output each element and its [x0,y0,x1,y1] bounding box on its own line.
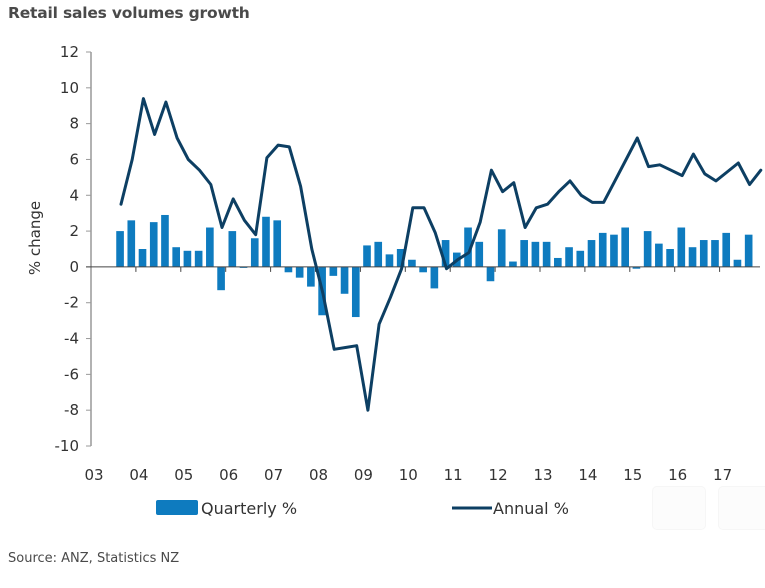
quarterly-bar [183,250,192,267]
y-tick-label: 6 [69,150,79,168]
quarterly-bar [711,240,719,267]
quarterly-bar [542,241,551,267]
quarterly-bar [699,240,708,267]
legend: Quarterly % Annual % [156,499,569,518]
quarterly-bar [722,232,731,267]
quarterly-bar [430,266,439,289]
y-tick-label: -10 [55,437,80,455]
quarterly-bar [531,241,540,267]
y-tick-label: 2 [69,222,79,240]
quarterly-bar [598,232,607,267]
x-tick-label: 03 [84,466,103,484]
quarterly-bar [351,266,360,318]
quarterly-bar [329,266,338,276]
x-tick-label: 15 [623,466,642,484]
chart-title: Retail sales volumes growth [8,4,250,22]
quarterly-bar [206,227,214,267]
y-tick-label: 10 [60,79,79,97]
quarterly-bar [149,222,158,267]
x-tick-label: 07 [264,466,283,484]
legend-quarterly-swatch [156,500,198,515]
x-tick-label: 14 [578,466,597,484]
quarterly-bar [116,231,124,267]
quarterly-bar [655,243,663,267]
x-tick-label: 06 [219,466,238,484]
x-tick-label: 10 [399,466,418,484]
quarterly-bar [217,266,225,291]
annual-series-line [119,97,763,412]
x-tick-label: 05 [174,466,193,484]
quarterly-bar [340,266,349,294]
quarterly-bar [295,266,304,278]
x-tick-label: 12 [489,466,508,484]
quarterly-bar [520,240,528,267]
quarterly-bar [587,240,596,267]
quarterly-bar [385,254,394,267]
source-note: Source: ANZ, Statistics NZ [8,551,180,566]
quarterly-bar [744,234,753,267]
quarterly-bar [497,229,506,267]
quarterly-bar [475,241,484,267]
faint-nav-button-1 [652,486,706,530]
x-tick-label: 13 [533,466,552,484]
annual-line [119,97,763,412]
quarterly-bar [666,249,674,267]
quarterly-bar [509,261,517,267]
quarterly-bar [363,245,371,267]
x-tick-label: 09 [354,466,373,484]
x-tick-label: 11 [444,466,463,484]
y-tick-label: -6 [64,365,79,383]
quarterly-bar [576,250,585,267]
quarterly-bar [284,266,293,273]
quarterly-bar [486,266,495,282]
y-tick-label: 12 [60,43,79,61]
quarterly-bar [228,231,237,267]
quarterly-bar [688,247,697,267]
quarterly-bar [677,227,686,267]
quarterly-bar [307,266,315,287]
y-axis: 12 10 8 6 4 2 0 -2 -4 -6 -8 -10 [55,43,92,455]
legend-quarterly-label: Quarterly % [201,499,297,518]
quarterly-bar [419,266,427,273]
y-axis-title: % change [26,201,44,275]
quarterly-bar [733,259,742,267]
quarterly-bar [396,249,405,267]
quarterly-bar [464,227,472,267]
x-tick-label: 08 [309,466,328,484]
quarterly-bar [273,220,282,267]
quarterly-bar [621,227,630,267]
quarterly-bar [250,238,259,267]
y-tick-label: -8 [64,401,79,419]
quarterly-bar [194,250,203,267]
legend-annual-label: Annual % [493,499,569,518]
x-tick-label: 16 [668,466,687,484]
quarterly-bar [262,216,270,267]
quarterly-bar [610,234,618,267]
quarterly-bar [632,266,641,269]
quarterly-bar [172,247,181,267]
y-tick-label: -4 [64,330,79,348]
quarterly-bar [408,259,416,267]
quarterly-bar [127,220,136,267]
faint-nav-button-2 [718,486,765,530]
quarterly-bar [643,231,652,267]
y-tick-label: -2 [64,294,79,312]
x-tick-label: 04 [129,466,148,484]
quarterly-bar [565,247,573,267]
x-axis: 03 04 05 06 07 08 09 10 11 12 13 14 15 16 17 [84,266,732,484]
y-tick-label: 0 [69,258,79,276]
quarterly-bar [554,257,562,267]
quarterly-bar [374,241,383,267]
quarterly-bar [161,214,169,267]
y-tick-label: 4 [69,186,79,204]
quarterly-bar [138,249,147,267]
x-tick-label: 17 [713,466,732,484]
y-tick-label: 8 [69,115,79,133]
quarterly-bar [441,240,450,267]
